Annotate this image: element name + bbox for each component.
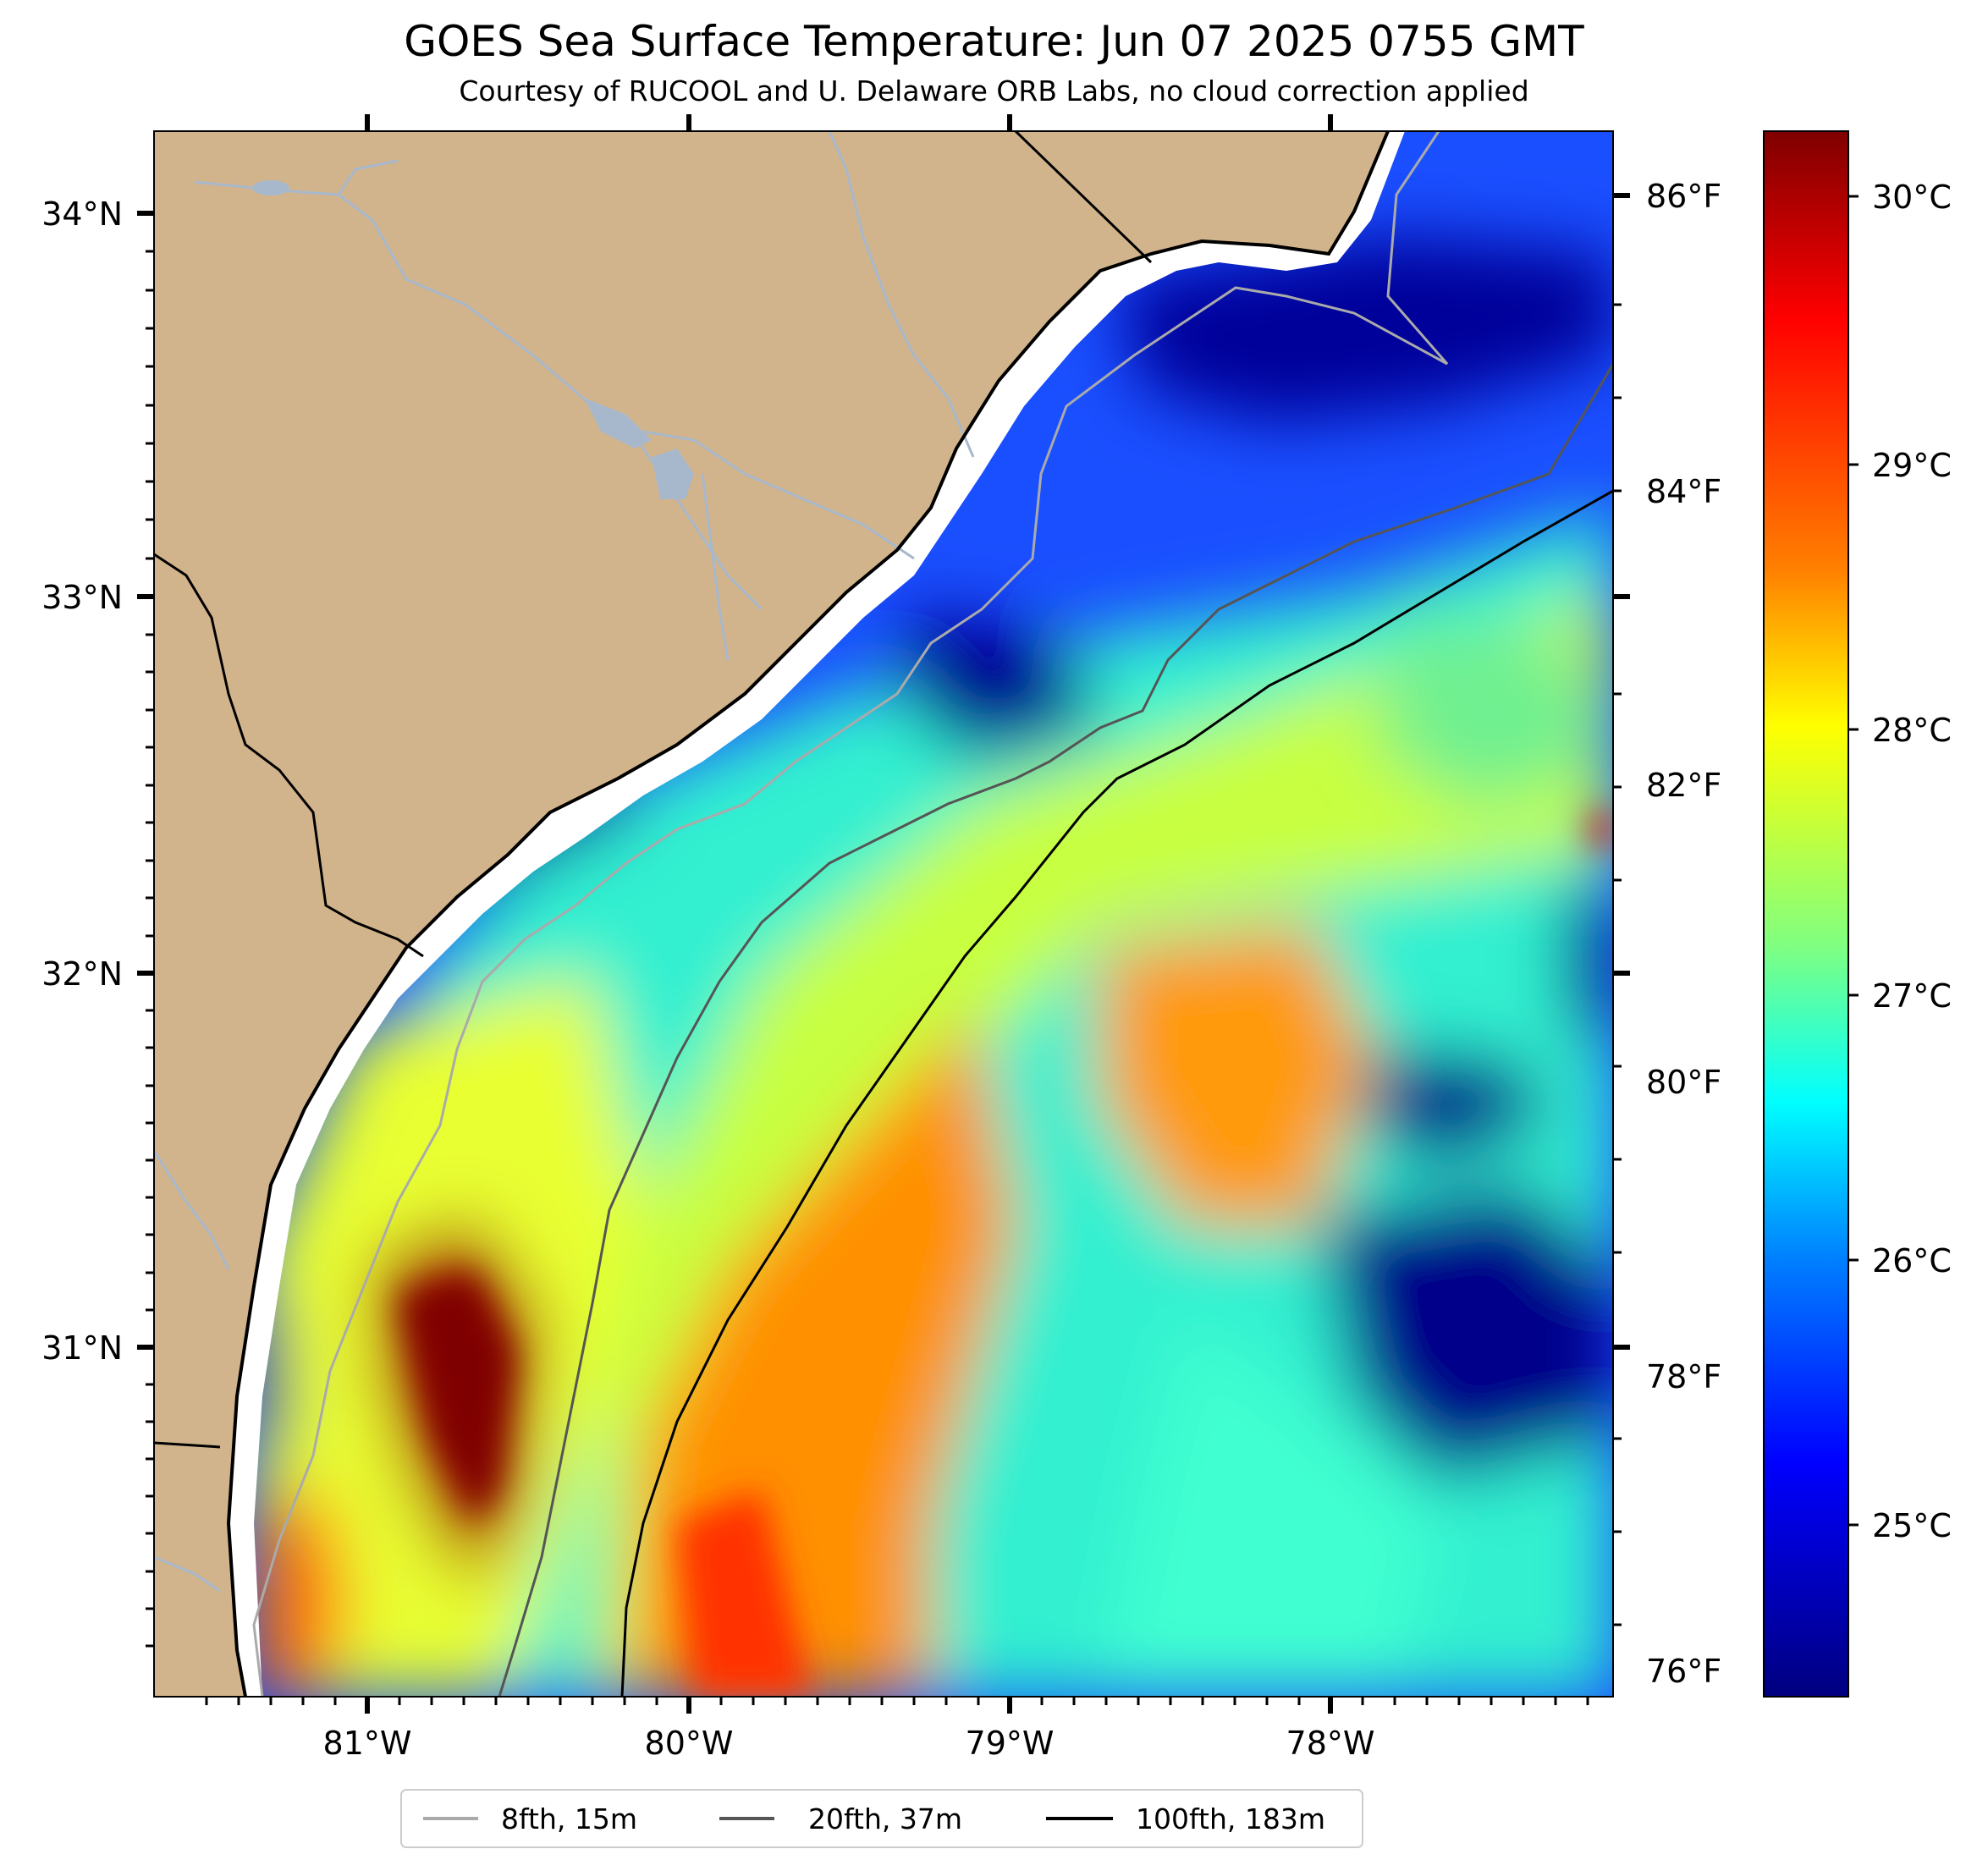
cbar-tick-29c: 29°C: [1872, 447, 1952, 484]
lat-tick-33n: 33°N: [41, 579, 123, 616]
lat-tick-32n: 32°N: [41, 955, 123, 993]
state-borders: [154, 131, 1153, 1449]
contour-8fth: [252, 131, 1449, 1697]
colorbar-ticks: [1848, 195, 1859, 1527]
map-title: GOES Sea Surface Temperature: Jun 07 202…: [404, 17, 1584, 66]
coastline: [226, 131, 1390, 1697]
cbar-tick-30c: 30°C: [1872, 179, 1952, 216]
lon-tick-78w: 78°W: [1286, 1725, 1375, 1762]
legend: 8fth, 15m 20fth, 37m 100fth, 183m: [400, 1789, 1363, 1848]
lon-tick-79w: 79°W: [966, 1725, 1055, 1762]
f-tick-82: 82°F: [1646, 767, 1721, 804]
minor-ticks: [146, 250, 1622, 1705]
legend-label-100fth: 100fth, 183m: [1136, 1802, 1325, 1835]
contour-100fth: [620, 489, 1613, 1697]
f-tick-80: 80°F: [1646, 1064, 1721, 1101]
rivers: [154, 131, 975, 1593]
colorbar: [1763, 130, 1849, 1698]
cbar-tick-26c: 26°C: [1872, 1242, 1952, 1279]
f-tick-76: 76°F: [1646, 1653, 1721, 1690]
contour-20fth: [498, 363, 1613, 1697]
cbar-tick-27c: 27°C: [1872, 977, 1952, 1015]
f-tick-78: 78°F: [1646, 1358, 1721, 1395]
lon-tick-80w: 80°W: [645, 1725, 734, 1762]
lat-tick-31n: 31°N: [41, 1329, 123, 1367]
legend-label-20fth: 20fth, 37m: [808, 1802, 962, 1835]
f-tick-84: 84°F: [1646, 473, 1721, 510]
map-frame: [153, 130, 1614, 1698]
map-subtitle: Courtesy of RUCOOL and U. Delaware ORB L…: [459, 74, 1529, 107]
major-ticks: [137, 114, 1630, 1714]
lon-tick-81w: 81°W: [323, 1725, 412, 1762]
legend-label-8fth: 8fth, 15m: [501, 1802, 637, 1835]
legend-box: [400, 1789, 1363, 1848]
lakes: [252, 180, 694, 499]
lat-tick-34n: 34°N: [41, 195, 123, 233]
land-area: [154, 131, 1405, 1697]
cbar-tick-25c: 25°C: [1872, 1507, 1952, 1544]
cbar-tick-28c: 28°C: [1872, 712, 1952, 749]
f-tick-86: 86°F: [1646, 178, 1721, 215]
bathymetry-contours: [252, 131, 1613, 1697]
